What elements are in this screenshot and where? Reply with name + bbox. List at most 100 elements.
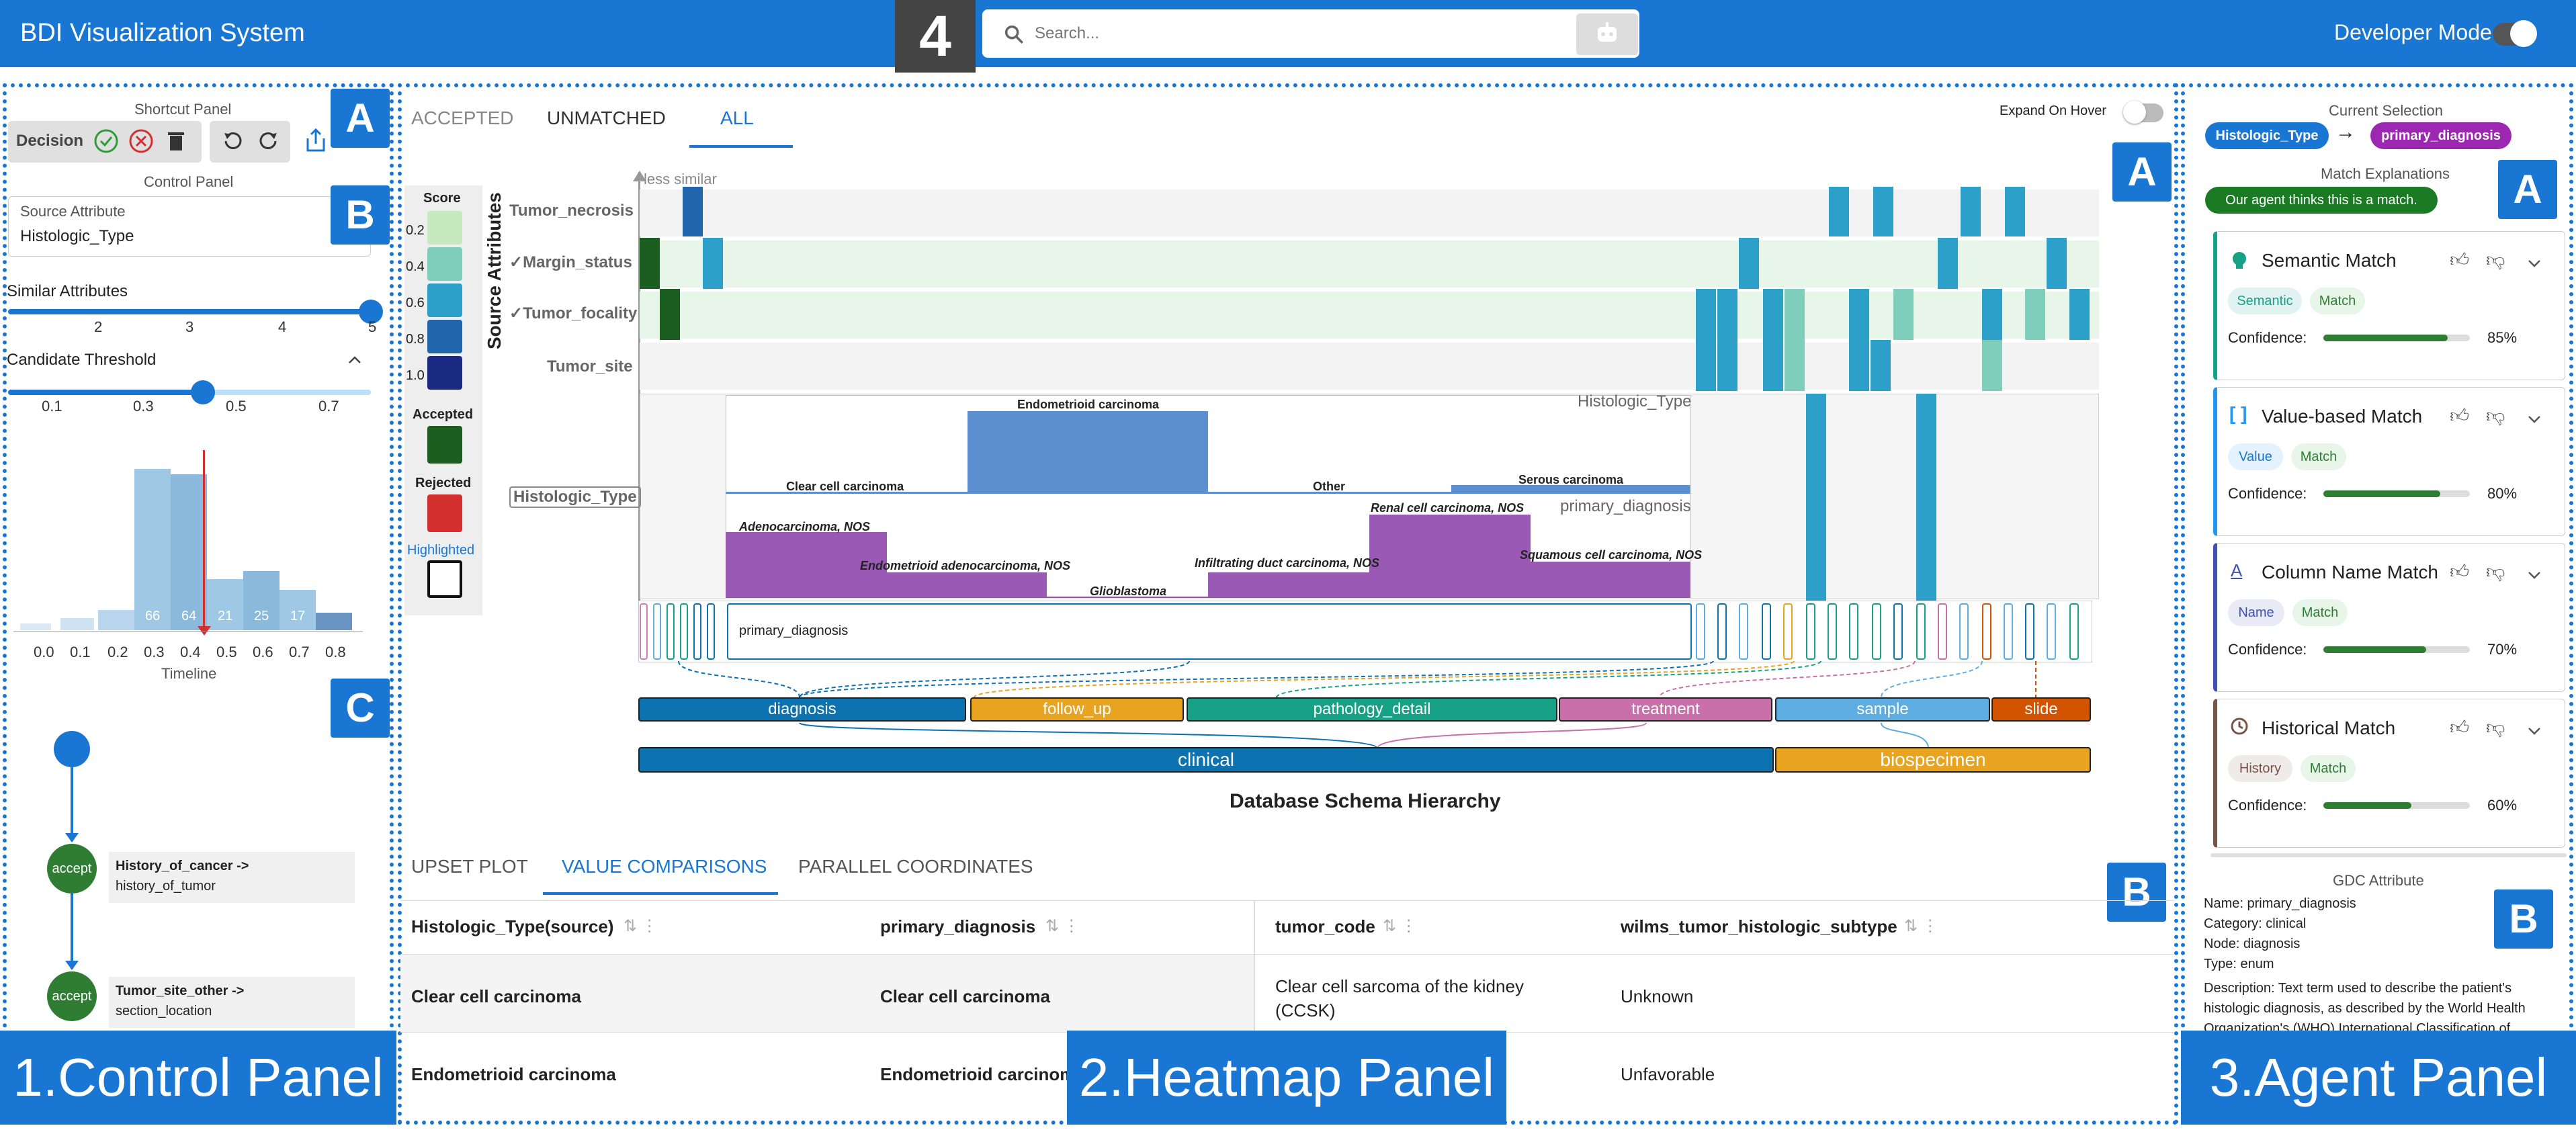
source-value-bar[interactable] [1451,485,1690,493]
table-header[interactable]: wilms_tumor_histologic_subtype [1621,916,1897,937]
sort-icon[interactable]: ⇅ ⋮ [1383,917,1417,935]
timeline-entry[interactable] [109,852,355,903]
heatmap-cell[interactable] [1739,238,1759,289]
column-tile[interactable] [1982,603,1991,660]
sort-icon[interactable]: ⇅ ⋮ [1045,917,1080,935]
agent-bot-button[interactable] [1576,13,1638,55]
row-label[interactable]: Tumor_necrosis [509,202,634,220]
timeline-entry[interactable] [109,977,355,1028]
heatmap-cell[interactable] [1982,289,2002,340]
column-tile[interactable] [1959,603,1969,660]
heatmap-cell[interactable] [703,238,723,289]
column-tile[interactable] [653,603,661,660]
column-tile[interactable] [2047,603,2056,660]
column-tile[interactable] [1893,603,1903,660]
heatmap-cell[interactable] [1696,340,1716,391]
similar-attributes-thumb[interactable] [359,300,383,324]
column-tile[interactable] [667,603,675,660]
timeline-accept-node[interactable]: accept [47,971,97,1021]
similar-attributes-track[interactable] [8,309,371,314]
column-tile[interactable] [1849,603,1858,660]
column-tile-expanded[interactable] [727,603,1692,660]
search-input[interactable] [1035,17,1559,50]
heatmap-cell[interactable] [1806,394,1826,601]
column-tile[interactable] [2025,603,2034,660]
tab-unmatched[interactable]: UNMATCHED [547,107,666,128]
heatmap-cell[interactable] [1849,289,1869,340]
chevron-down-icon[interactable] [2526,726,2542,736]
target-value-bar[interactable] [1047,597,1208,598]
heatmap-cell[interactable] [1785,340,1805,391]
heatmap-cell[interactable] [1785,289,1805,340]
thumbs-up-icon[interactable]: 👍︎ [2450,561,2470,582]
column-tile[interactable] [1783,603,1793,660]
heatmap-cell[interactable] [1849,340,1869,391]
category-diagnosis[interactable]: diagnosis [638,697,966,722]
expand-on-hover-knob[interactable] [2123,101,2146,124]
column-tile[interactable] [1717,603,1727,660]
heatmap-cell[interactable] [1696,289,1716,340]
column-tile[interactable] [1739,603,1748,660]
column-tile[interactable] [1938,603,1947,660]
heatmap-cell[interactable] [1873,187,1893,236]
column-tile[interactable] [707,603,715,660]
source-value-bar[interactable] [968,411,1208,492]
reject-icon[interactable] [128,128,155,155]
tab-upset-plot[interactable]: UPSET PLOT [411,856,528,877]
export-icon[interactable] [302,126,329,156]
heatmap-cell[interactable] [2047,238,2067,289]
row-label[interactable]: Tumor_site [547,357,633,376]
column-tile[interactable] [1696,603,1705,660]
chevron-down-icon[interactable] [2526,414,2542,425]
tab-parallel-coordinates[interactable]: PARALLEL COORDINATES [798,856,1033,877]
heatmap-cell[interactable] [1916,394,1936,601]
undo-icon[interactable] [219,128,246,155]
developer-mode-knob[interactable] [2510,20,2537,47]
heatmap-cell[interactable] [1961,187,1981,236]
tab-all[interactable]: ALL [720,107,754,128]
redo-icon[interactable] [255,128,282,155]
cards-scrollbar[interactable] [2210,853,2567,857]
row-label-selected[interactable]: Histologic_Type [509,486,641,508]
thumbs-up-icon[interactable]: 👍︎ [2450,249,2470,270]
thumbs-down-icon[interactable]: 👎︎ [2486,717,2505,738]
heatmap-cell[interactable] [1829,187,1849,236]
heatmap-cell[interactable] [1982,340,2002,391]
heatmap-cell[interactable] [2025,289,2045,340]
heatmap-cell[interactable] [1717,340,1737,391]
column-tile[interactable] [680,603,688,660]
heatmap-cell[interactable] [2069,289,2090,340]
row-label[interactable]: ✓Tumor_focality [509,304,638,322]
accept-icon[interactable] [93,128,120,155]
group-biospecimen[interactable]: biospecimen [1775,747,2091,773]
target-value-bar[interactable] [887,572,1047,598]
column-tile[interactable] [2004,603,2013,660]
thumbs-down-icon[interactable]: 👎︎ [2486,405,2505,426]
row-label[interactable]: ✓Margin_status [509,253,632,271]
thumbs-up-icon[interactable]: 👍︎ [2450,405,2470,426]
target-value-bar[interactable] [726,532,887,598]
chevron-down-icon[interactable] [2526,570,2542,580]
column-tile[interactable] [693,603,701,660]
heatmap-cell[interactable] [683,187,703,236]
heatmap-cell[interactable] [1763,289,1783,340]
heatmap-cell[interactable] [2005,187,2025,236]
column-tile[interactable] [2069,603,2079,660]
chevron-down-icon[interactable] [2526,258,2542,269]
selected-target-chip[interactable]: primary_diagnosis [2370,122,2511,149]
tab-value-comparisons[interactable]: VALUE COMPARISONS [562,856,767,877]
threshold-thumb[interactable] [191,380,215,404]
heatmap-cell[interactable] [1763,340,1783,391]
delete-icon[interactable] [164,128,188,155]
target-value-bar[interactable] [1369,515,1531,598]
selected-source-chip[interactable]: Histologic_Type [2205,122,2329,149]
category-treatment[interactable]: treatment [1559,697,1772,722]
thumbs-up-icon[interactable]: 👍︎ [2450,717,2470,738]
column-tile[interactable] [1872,603,1881,660]
thumbs-down-icon[interactable]: 👎︎ [2486,249,2505,270]
chevron-up-icon[interactable] [345,353,364,367]
category-sample[interactable]: sample [1775,697,1990,722]
group-clinical[interactable]: clinical [638,747,1774,773]
column-tile[interactable] [1762,603,1771,660]
timeline-accept-node[interactable]: accept [47,844,97,894]
